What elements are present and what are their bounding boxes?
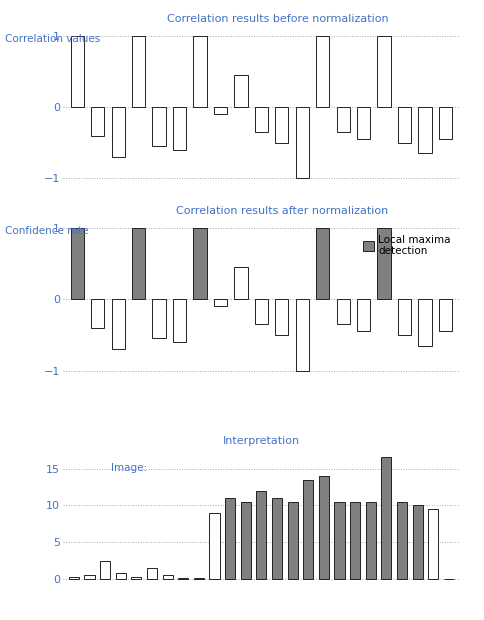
Bar <box>234 75 247 107</box>
Bar <box>336 107 350 132</box>
Bar <box>296 107 309 179</box>
Bar <box>378 228 391 299</box>
Bar <box>178 578 188 579</box>
Bar <box>152 107 166 146</box>
Bar <box>225 498 235 579</box>
Bar <box>194 578 204 579</box>
Bar <box>439 107 452 139</box>
Bar <box>214 299 227 306</box>
Bar <box>241 502 251 579</box>
Bar <box>234 267 247 299</box>
Bar <box>131 577 141 579</box>
Bar <box>91 107 105 136</box>
Bar <box>210 513 220 579</box>
Bar <box>193 35 207 107</box>
Bar <box>163 575 173 579</box>
Bar <box>147 568 157 579</box>
Bar <box>255 299 268 324</box>
Bar <box>100 560 110 579</box>
Text: Correlation results after normalization: Correlation results after normalization <box>176 206 388 216</box>
Text: Correlation results before normalization: Correlation results before normalization <box>166 14 388 24</box>
Bar <box>428 509 439 579</box>
Bar <box>319 476 329 579</box>
Bar <box>84 575 94 579</box>
Text: Image:: Image: <box>110 463 147 473</box>
Bar <box>398 107 411 143</box>
Bar <box>275 107 288 143</box>
Bar <box>173 107 186 150</box>
Bar <box>316 35 330 107</box>
Bar <box>132 228 145 299</box>
Bar <box>91 299 105 328</box>
Bar <box>334 502 345 579</box>
Bar <box>357 299 370 331</box>
Bar <box>439 299 452 331</box>
Bar <box>272 498 282 579</box>
Bar <box>132 35 145 107</box>
Bar <box>111 107 125 157</box>
Bar <box>257 490 266 579</box>
Bar <box>296 299 309 371</box>
Text: Correlation values: Correlation values <box>5 34 100 44</box>
Bar <box>412 505 423 579</box>
Bar <box>214 107 227 114</box>
Bar <box>418 299 432 345</box>
Bar <box>398 299 411 335</box>
Bar <box>275 299 288 335</box>
Bar <box>287 502 298 579</box>
Bar <box>173 299 186 342</box>
Bar <box>350 502 360 579</box>
Bar <box>255 107 268 132</box>
Bar <box>116 574 126 579</box>
Bar <box>336 299 350 324</box>
Bar <box>378 35 391 107</box>
Bar <box>381 458 392 579</box>
Bar <box>193 228 207 299</box>
Bar <box>152 299 166 339</box>
Bar <box>69 577 79 579</box>
Bar <box>418 107 432 153</box>
Bar <box>365 502 376 579</box>
Bar <box>71 35 84 107</box>
Legend: Local maxima
detection: Local maxima detection <box>359 231 454 260</box>
Text: Confidence rate: Confidence rate <box>5 226 88 236</box>
Bar <box>111 299 125 349</box>
Title: Interpretation: Interpretation <box>223 436 300 446</box>
Bar <box>397 502 407 579</box>
Bar <box>357 107 370 139</box>
Bar <box>303 480 313 579</box>
Bar <box>71 228 84 299</box>
Bar <box>316 228 330 299</box>
